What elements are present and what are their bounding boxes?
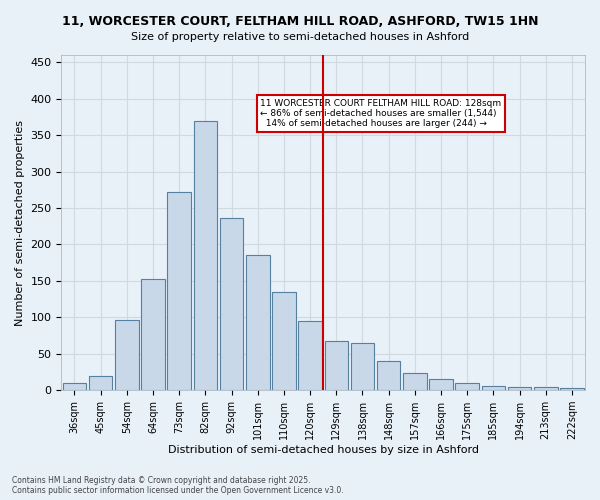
Bar (482, 386, 505, 390)
Bar (272, 292, 296, 390)
Bar (298, 321, 322, 390)
Bar (246, 254, 269, 390)
Bar (377, 361, 400, 390)
Bar (167, 192, 191, 390)
X-axis label: Distribution of semi-detached houses by size in Ashford: Distribution of semi-detached houses by … (168, 445, 479, 455)
Bar (220, 218, 244, 390)
Bar (194, 120, 217, 390)
Bar (141, 280, 165, 390)
Bar (89, 376, 112, 390)
Text: 11 WORCESTER COURT FELTHAM HILL ROAD: 128sqm
← 86% of semi-detached houses are s: 11 WORCESTER COURT FELTHAM HILL ROAD: 12… (260, 98, 502, 128)
Bar (429, 378, 453, 390)
Bar (534, 386, 557, 390)
Y-axis label: Number of semi-detached properties: Number of semi-detached properties (15, 120, 25, 326)
Bar (350, 343, 374, 390)
Bar (115, 320, 139, 390)
Text: Contains HM Land Registry data © Crown copyright and database right 2025.
Contai: Contains HM Land Registry data © Crown c… (12, 476, 344, 495)
Bar (508, 386, 532, 390)
Bar (325, 340, 348, 390)
Text: 11, WORCESTER COURT, FELTHAM HILL ROAD, ASHFORD, TW15 1HN: 11, WORCESTER COURT, FELTHAM HILL ROAD, … (62, 15, 538, 28)
Bar (560, 388, 584, 390)
Bar (455, 383, 479, 390)
Bar (403, 374, 427, 390)
Text: Size of property relative to semi-detached houses in Ashford: Size of property relative to semi-detach… (131, 32, 469, 42)
Bar (63, 383, 86, 390)
